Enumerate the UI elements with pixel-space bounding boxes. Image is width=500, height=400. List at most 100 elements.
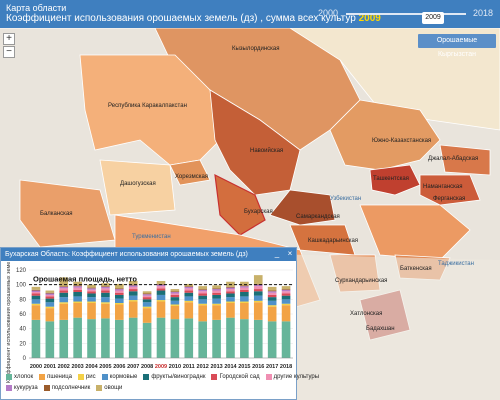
x-tick-label: 2000	[30, 364, 42, 370]
region-fergana[interactable]	[419, 174, 481, 206]
region-dashoguz[interactable]	[99, 159, 176, 216]
bar-segment	[128, 300, 138, 302]
x-tick-label: 2010	[169, 364, 181, 370]
bar-segment	[253, 302, 263, 320]
map-subtitle: Коэффициент использования орошаемых земе…	[6, 13, 494, 25]
legend-swatch	[96, 385, 103, 391]
time-slider[interactable]: 2000 2009 2018	[318, 7, 493, 24]
bar-segment	[267, 291, 277, 293]
slider-track[interactable]: 2009	[346, 12, 466, 24]
bar-segment	[198, 289, 207, 290]
bar-segment	[142, 322, 152, 358]
bar-segment	[156, 294, 166, 301]
zoom-in-button[interactable]: +	[3, 33, 15, 45]
legend-item[interactable]: пшеница	[39, 374, 72, 380]
bar-segment	[212, 305, 221, 320]
legend-swatch	[6, 374, 12, 380]
bar-segment	[281, 291, 291, 294]
map-label: Хорезмская	[175, 174, 208, 180]
bar-segment	[226, 317, 235, 358]
bar-segment	[281, 289, 291, 290]
bar-segment	[115, 294, 124, 299]
bar-segment	[253, 289, 263, 292]
legend-label: другие культуры	[273, 374, 320, 380]
legend-item[interactable]: кормовые	[101, 374, 137, 380]
legend-item[interactable]: овощи	[96, 385, 122, 391]
bar-segment	[142, 308, 152, 323]
bar-segment	[142, 299, 152, 303]
x-tick-label: 2012	[197, 364, 209, 370]
legend-swatch	[43, 385, 50, 391]
legend-item[interactable]: другие культуры	[265, 374, 320, 380]
legend-item[interactable]: Городской сад	[211, 374, 260, 380]
bar-segment	[87, 297, 96, 302]
region-tashkent[interactable]	[369, 164, 421, 196]
legend-item[interactable]: кукуруза	[6, 385, 38, 391]
bar-segment	[267, 292, 277, 295]
bar-segment	[101, 288, 110, 291]
legend-swatch	[211, 374, 218, 380]
region-khorezm[interactable]	[169, 159, 211, 186]
bar-segment	[281, 305, 291, 322]
legend-label: пшеница	[47, 374, 72, 380]
bar-segment	[184, 292, 194, 297]
zoom-out-button[interactable]: −	[3, 46, 15, 58]
region-samarkand[interactable]	[269, 189, 336, 226]
x-tick-label: 2001	[44, 364, 56, 370]
region-balkan[interactable]	[19, 179, 116, 248]
stacked-bar-chart: 0 20 40 60 80 100 120 Коэффициент использования…	[6, 262, 293, 383]
bar-segment	[267, 305, 277, 307]
bar-segment	[31, 295, 41, 300]
bar-segment	[212, 303, 221, 306]
legend-item[interactable]: фрукты/винограднк	[143, 374, 205, 380]
slider-max-year: 2018	[472, 8, 493, 18]
region-navoi[interactable]	[209, 89, 301, 196]
map-label: Туркменистан	[132, 234, 171, 240]
bar-segment	[184, 288, 194, 291]
bar-segment	[226, 303, 235, 318]
region-jalal-abad[interactable]	[439, 144, 491, 176]
x-tick-label: 2011	[183, 364, 195, 370]
x-tick-label: 2014	[224, 364, 237, 370]
bar-segment	[73, 289, 82, 292]
bar-segment	[240, 287, 249, 290]
bar-segment	[45, 290, 55, 293]
x-tick-label: 2017	[266, 364, 278, 370]
x-tick-label: 2007	[127, 364, 139, 370]
bar-segment	[59, 288, 69, 291]
x-tick-label: 2002	[58, 364, 70, 370]
bar-segment	[212, 289, 221, 291]
bar-segment	[170, 297, 180, 301]
bar-segment	[184, 290, 194, 293]
region-south-kazakhstan[interactable]	[329, 99, 441, 171]
bar-segment	[226, 287, 235, 290]
legend-item[interactable]: рис	[77, 374, 96, 380]
legend-item[interactable]: хлопок	[6, 374, 33, 380]
bar-segment	[115, 283, 124, 289]
slider-handle[interactable]: 2009	[422, 12, 444, 24]
bar-segment	[45, 298, 55, 303]
legend-label: рис	[85, 374, 96, 380]
bar-segment	[87, 301, 96, 303]
irrigated-toggle-button[interactable]: Орошаемые Кыргызстан	[418, 34, 496, 58]
region-bukhara[interactable]	[214, 173, 266, 236]
map-label: Сурхандарьинская	[335, 278, 387, 284]
bar-segment	[170, 293, 180, 295]
bar-segment	[253, 283, 263, 285]
bar-segment	[59, 286, 69, 287]
legend-item[interactable]: подсолнечник	[43, 385, 90, 391]
map-label: Баткенская	[400, 266, 432, 272]
bar-segment	[73, 281, 82, 286]
bar-segment	[184, 286, 194, 287]
close-icon[interactable]: ×	[287, 249, 293, 258]
minimize-icon[interactable]: _	[274, 249, 280, 258]
bar-segment	[45, 294, 55, 297]
region-tajik[interactable]	[359, 204, 471, 261]
map-label: Балканская	[40, 211, 73, 217]
bar-segment	[142, 297, 152, 300]
y-axis-label: Коэффициент использования орошаемых земе…	[6, 262, 12, 383]
bar-segment	[73, 292, 82, 297]
bar-segment	[128, 285, 138, 287]
bar-segment	[31, 299, 41, 304]
map-label: Кашкадарьинская	[308, 238, 358, 244]
